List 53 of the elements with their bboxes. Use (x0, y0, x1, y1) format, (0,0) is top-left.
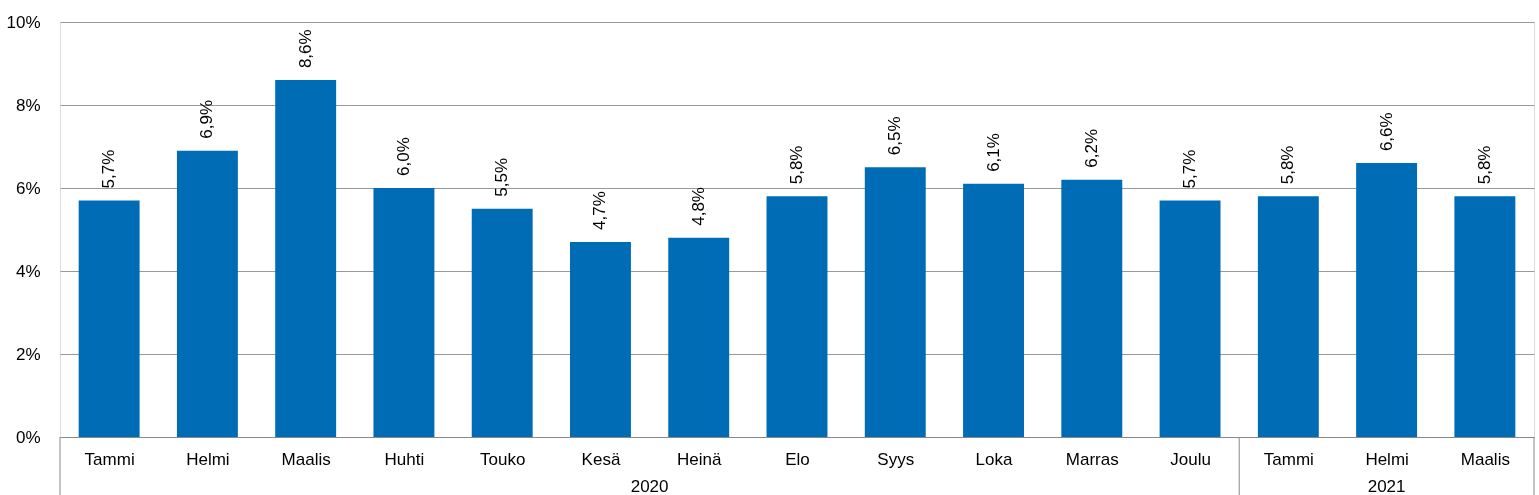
bar (275, 80, 337, 437)
y-tick-label: 6% (15, 178, 41, 198)
bar (668, 237, 730, 437)
data-label: 5,5% (492, 158, 512, 197)
x-tick-label: Heinä (677, 449, 722, 469)
bar (864, 167, 926, 437)
x-tick-label: Helmi (1365, 449, 1409, 469)
bar (1159, 200, 1221, 437)
x-tick-label: Marras (1065, 449, 1119, 469)
data-label: 5,7% (99, 149, 119, 189)
x-tick-label: Tammi (1263, 449, 1314, 469)
bar (373, 188, 435, 437)
data-label: 6,5% (885, 116, 905, 156)
text: 2020 (630, 477, 669, 495)
y-tick-label: 8% (15, 95, 41, 115)
text: 2021 (1367, 477, 1406, 495)
x-tick-label: Maalis (1460, 449, 1510, 469)
x-tick-label: Maalis (281, 449, 331, 469)
data-label: 4,8% (688, 187, 708, 226)
x-tick-label: Touko (480, 449, 526, 469)
bar (471, 208, 533, 437)
data-label: 6,6% (1376, 112, 1396, 152)
data-label: 5,8% (1474, 145, 1494, 185)
y-tick-label: 10% (6, 12, 41, 32)
bar (1356, 163, 1418, 437)
y-tick-label: 4% (15, 261, 41, 281)
x-tick-label: Loka (975, 449, 1014, 469)
data-label: 8,6% (295, 29, 315, 69)
bar (963, 183, 1024, 437)
y-tick-label: 2% (15, 344, 41, 364)
bar (570, 241, 631, 437)
data-label: 6,2% (1081, 128, 1101, 168)
y-tick-label: 0% (15, 427, 41, 447)
bar (1454, 196, 1516, 437)
data-label: 5,8% (1278, 145, 1298, 185)
x-tick-label: Joulu (1170, 449, 1211, 469)
data-label: 5,8% (787, 145, 806, 185)
data-label: 5,7% (1180, 149, 1200, 189)
x-tick-label: Syys (877, 449, 915, 469)
x-tick-label: Kesä (581, 449, 621, 469)
x-tick-label: Huhti (384, 449, 425, 469)
data-label: 4,7% (590, 191, 610, 230)
bar (176, 150, 238, 437)
x-tick-label: Elo (785, 449, 810, 469)
bar (78, 200, 140, 437)
bar (766, 196, 828, 437)
x-tick-label: Helmi (186, 449, 230, 469)
data-label: 6,0% (393, 137, 413, 176)
data-label: 6,1% (983, 133, 1003, 172)
data-label: 6,9% (197, 99, 217, 139)
bar (1257, 196, 1319, 437)
bar (1061, 179, 1123, 437)
x-tick-label: Tammi (84, 449, 135, 469)
